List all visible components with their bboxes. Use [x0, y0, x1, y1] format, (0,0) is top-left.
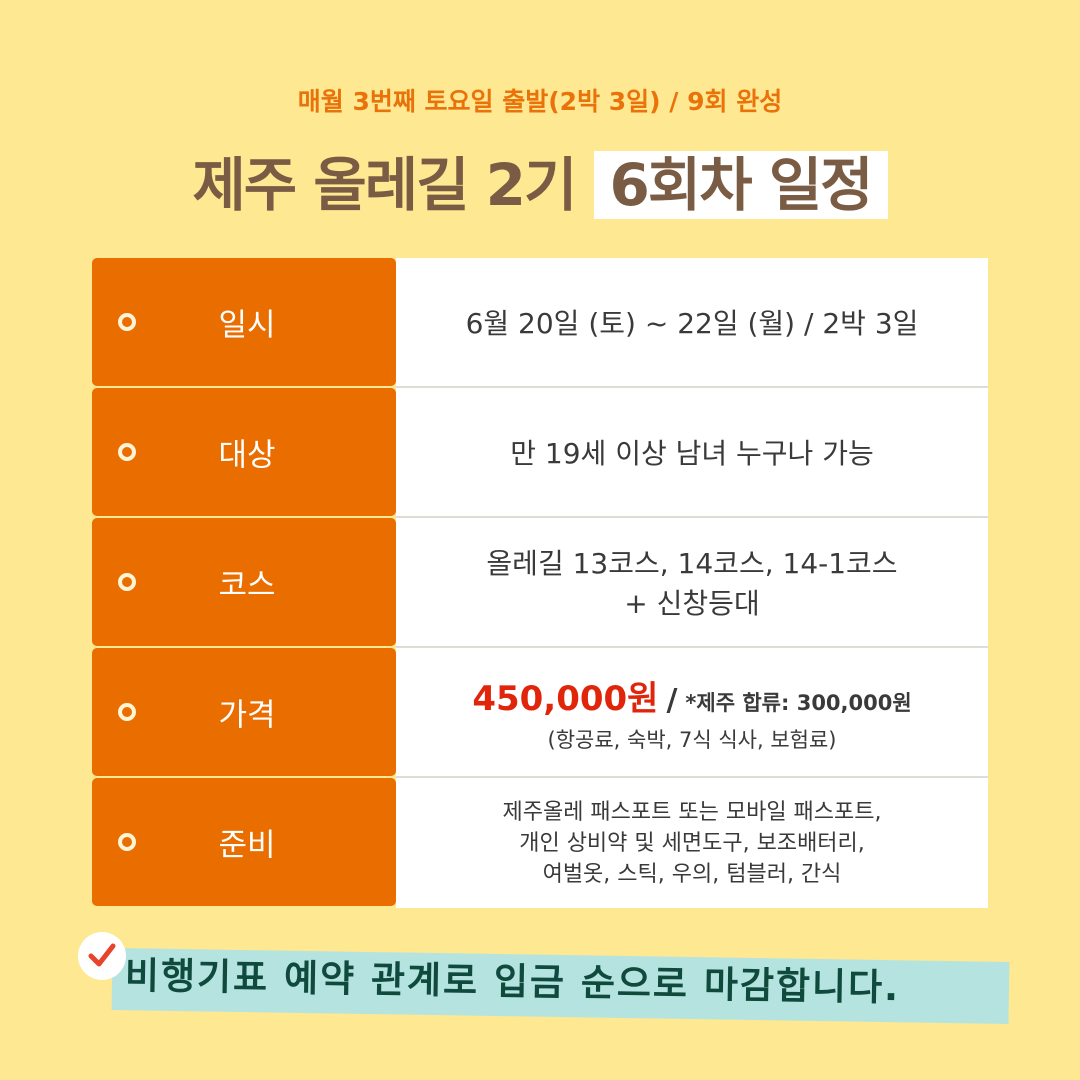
schedule-table: 일시 6월 20일 (토) ~ 22일 (월) / 2박 3일 대상 만 19세…	[92, 258, 988, 908]
row-label: 준비	[218, 827, 276, 864]
row-label: 대상	[218, 437, 276, 474]
prepare-line-2: 개인 상비약 및 세면도구, 보조배터리,	[519, 830, 865, 856]
title-main: 제주 올레길 2기	[192, 151, 577, 219]
circle-bullet-icon	[118, 443, 136, 461]
course-line-1: 올레길 13코스, 14코스, 14-1코스	[486, 547, 898, 580]
row-label: 가격	[218, 697, 276, 734]
row-label: 코스	[218, 567, 276, 604]
join-price: *제주 합류: 300,000원	[685, 690, 912, 715]
page-title: 제주 올레길 2기 6회차 일정	[0, 138, 1080, 222]
circle-bullet-icon	[118, 313, 136, 331]
prepare-line-1: 제주올레 패스포트 또는 모바일 패스포트,	[502, 799, 882, 825]
price: 450,000원	[472, 678, 659, 719]
row-date: 일시 6월 20일 (토) ~ 22일 (월) / 2박 3일	[92, 258, 988, 388]
circle-bullet-icon	[118, 703, 136, 721]
circle-bullet-icon	[118, 573, 136, 591]
row-price: 가격 450,000원 / *제주 합류: 300,000원 (항공료, 숙박, 7…	[92, 648, 988, 778]
subtitle: 매월 3번째 토요일 출발(2박 3일) / 9회 완성	[297, 87, 783, 116]
circle-bullet-icon	[118, 833, 136, 851]
checkmark-icon	[78, 932, 126, 980]
prepare-line-3: 여벌옷, 스틱, 우의, 텀블러, 간식	[542, 861, 842, 887]
row-value: 6월 20일 (토) ~ 22일 (월) / 2박 3일	[465, 307, 919, 340]
row-label: 일시	[218, 307, 276, 344]
price-separator: /	[666, 682, 678, 718]
price-note: (항공료, 숙박, 7식 식사, 보험료)	[547, 727, 837, 752]
row-prepare: 준비 제주올레 패스포트 또는 모바일 패스포트, 개인 상비약 및 세면도구,…	[92, 778, 988, 908]
row-value: 만 19세 이상 남녀 누구나 가능	[510, 437, 874, 470]
row-course: 코스 올레길 13코스, 14코스, 14-1코스 + 신창등대	[92, 518, 988, 648]
row-target: 대상 만 19세 이상 남녀 누구나 가능	[92, 388, 988, 518]
title-highlight: 6회차 일정	[593, 151, 888, 219]
course-line-2: + 신창등대	[624, 587, 760, 620]
